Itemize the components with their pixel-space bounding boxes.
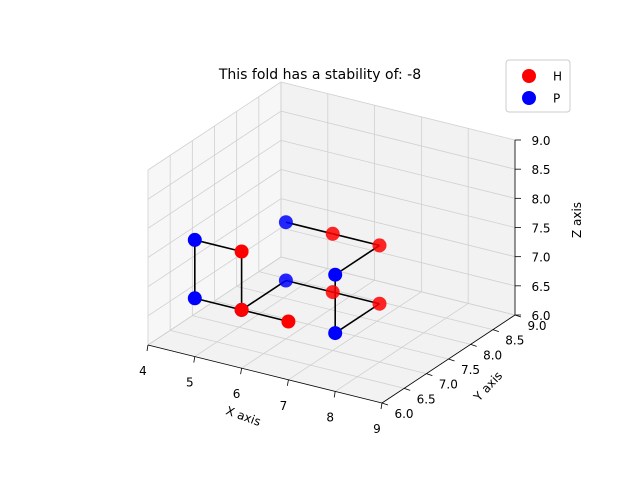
point-p bbox=[278, 273, 293, 288]
grid-y-floor bbox=[192, 315, 427, 375]
grid-z-back bbox=[280, 110, 516, 170]
chain-segment bbox=[194, 297, 242, 311]
y-tick-label: 6.5 bbox=[417, 392, 436, 406]
grid-y-floor bbox=[170, 329, 405, 389]
grid-z-left bbox=[147, 110, 282, 200]
chain-segment bbox=[241, 309, 289, 323]
z-tick-label: 6.5 bbox=[531, 280, 550, 294]
grid-z-left bbox=[147, 169, 282, 258]
chain-segment bbox=[332, 291, 380, 305]
chain-segment bbox=[285, 279, 333, 293]
z-tick-label: 9.0 bbox=[531, 134, 550, 148]
x-tick bbox=[240, 368, 242, 375]
chain-segment bbox=[241, 279, 287, 311]
point-p bbox=[187, 232, 202, 247]
chart-title: This fold has a stability of: -8 bbox=[218, 67, 421, 83]
grid-z-left bbox=[147, 198, 282, 288]
grid-z-left bbox=[147, 81, 282, 171]
point-p bbox=[187, 291, 202, 306]
x-tick bbox=[287, 379, 289, 386]
grid-z-left bbox=[147, 227, 282, 317]
y-tick-label: 9.0 bbox=[527, 319, 546, 333]
chain-segment bbox=[285, 221, 333, 235]
point-h bbox=[372, 296, 387, 311]
y-tick-label: 7.5 bbox=[461, 363, 480, 377]
point-h bbox=[234, 302, 249, 317]
point-h bbox=[234, 244, 249, 259]
fold-chain bbox=[194, 221, 380, 334]
tick-labels: 4567896.06.57.07.58.08.59.06.06.57.07.58… bbox=[139, 134, 550, 436]
x-tick-label: 5 bbox=[186, 376, 194, 390]
y-tick bbox=[448, 358, 455, 362]
z-tick-label: 6.0 bbox=[531, 309, 550, 323]
point-h bbox=[325, 226, 340, 241]
legend-marker-p bbox=[522, 91, 536, 105]
axis-panes bbox=[148, 82, 515, 403]
chain-segment bbox=[334, 244, 380, 276]
legend-label-h: H bbox=[553, 70, 562, 84]
grid-z-left bbox=[147, 139, 282, 229]
grid-z-back bbox=[280, 198, 516, 258]
z-tick-label: 8.5 bbox=[531, 163, 550, 177]
x-tick bbox=[146, 344, 149, 352]
x-tick-label: 6 bbox=[233, 387, 241, 401]
y-tick-label: 6.0 bbox=[394, 407, 413, 421]
grid-z-left bbox=[147, 256, 282, 346]
grid-z-back bbox=[280, 169, 516, 228]
point-h bbox=[372, 238, 387, 253]
grid-z-back bbox=[280, 81, 516, 141]
x-axis-label: X axis bbox=[224, 403, 263, 428]
z-axis-label: Z axis bbox=[570, 202, 584, 238]
chain-segment bbox=[332, 233, 380, 247]
legend: H P bbox=[505, 59, 571, 113]
x-tick bbox=[193, 356, 196, 363]
x-tick-label: 9 bbox=[373, 422, 381, 436]
point-p bbox=[328, 267, 343, 282]
y-tick bbox=[470, 343, 477, 347]
grid-y-floor bbox=[236, 285, 471, 345]
grid-z-back bbox=[280, 256, 516, 316]
x-tick-label: 4 bbox=[139, 364, 147, 378]
y-tick-label: 8.5 bbox=[505, 334, 524, 348]
z-tick-label: 7.0 bbox=[531, 251, 550, 265]
y-tick bbox=[492, 329, 499, 333]
y-tick bbox=[404, 387, 411, 391]
x-tick bbox=[380, 402, 383, 410]
legend-frame bbox=[505, 59, 571, 113]
z-tick-label: 8.0 bbox=[531, 192, 550, 206]
grid-z-back bbox=[280, 227, 516, 287]
x-tick-label: 8 bbox=[326, 410, 334, 424]
y-tick-label: 8.0 bbox=[483, 348, 502, 362]
fold-points bbox=[187, 215, 387, 341]
y-tick bbox=[426, 373, 433, 377]
legend-label-p: P bbox=[553, 92, 560, 106]
x-tick-label: 7 bbox=[280, 399, 288, 413]
point-p bbox=[278, 215, 293, 230]
x-tick bbox=[333, 391, 336, 398]
chain-segment bbox=[194, 239, 242, 253]
point-p bbox=[328, 326, 343, 341]
point-h bbox=[325, 285, 340, 300]
chain-segment bbox=[334, 303, 380, 334]
legend-marker-h bbox=[522, 69, 536, 83]
grid-z-back bbox=[280, 139, 516, 199]
y-tick bbox=[381, 402, 389, 406]
point-h bbox=[281, 314, 296, 329]
y-tick-label: 7.0 bbox=[439, 378, 458, 392]
x-axis-line bbox=[147, 344, 383, 404]
z-tick-label: 7.5 bbox=[531, 222, 550, 236]
